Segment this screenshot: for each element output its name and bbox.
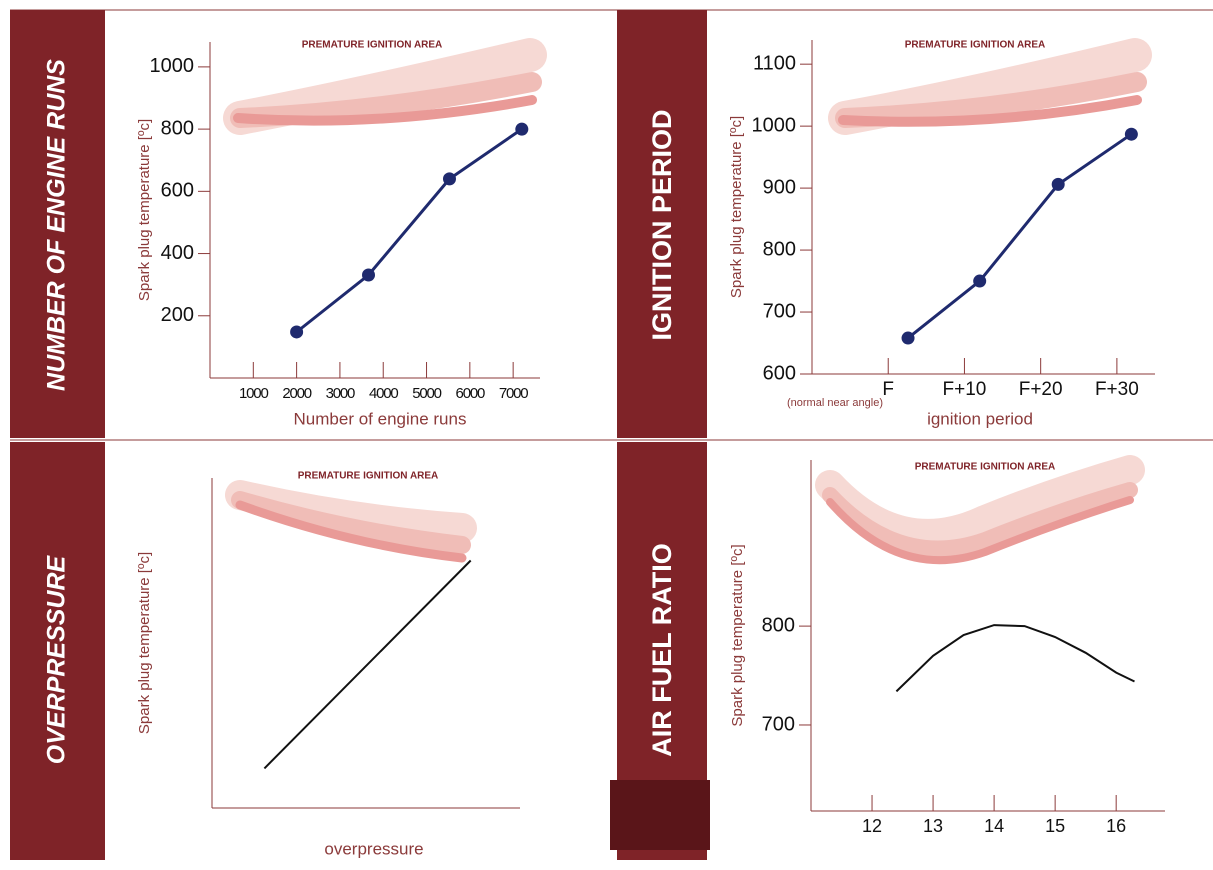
x-axis-label: ignition period	[927, 409, 1033, 428]
data-point	[290, 325, 303, 338]
x-tick-label: 12	[862, 816, 882, 836]
y-tick-label: 1000	[150, 55, 195, 77]
series-line	[908, 134, 1131, 338]
y-axis-label: Spark plug temperature [ºc]	[136, 552, 153, 734]
panel-label: AIR FUEL RATIO	[647, 543, 677, 757]
x-tick-label: 6000	[456, 385, 485, 402]
panel-label: OVERPRESSURE	[43, 554, 71, 764]
data-point	[362, 269, 375, 282]
annotation: PREMATURE IGNITION AREA	[298, 471, 439, 482]
panel-label: NUMBER OF ENGINE RUNS	[43, 59, 71, 391]
y-tick-label: 600	[161, 180, 194, 202]
x-tick-label: 2000	[282, 385, 311, 402]
y-tick-label: 700	[763, 300, 796, 322]
series-line	[896, 625, 1134, 691]
x-tick-label: 1000	[239, 385, 268, 402]
y-tick-label: 200	[161, 304, 194, 326]
data-point	[1125, 128, 1138, 141]
x-tick-label: 4000	[369, 385, 398, 402]
x-tick-label: 5000	[412, 385, 441, 402]
data-point	[443, 172, 456, 185]
y-axis-label: Spark plug temperature [ºc]	[728, 116, 745, 298]
x-tick-label: 14	[984, 816, 1004, 836]
y-axis-label: Spark plug temperature [ºc]	[729, 544, 746, 726]
y-tick-label: 400	[161, 242, 194, 264]
x-note: (normal near angle)	[787, 397, 883, 409]
annotation: PREMATURE IGNITION AREA	[915, 462, 1056, 473]
x-tick-label: F+30	[1095, 379, 1139, 400]
data-point	[1052, 178, 1065, 191]
data-point	[973, 275, 986, 288]
y-tick-label: 1100	[753, 52, 796, 74]
x-tick-label: 16	[1106, 816, 1126, 836]
x-tick-label: 7000	[499, 385, 528, 402]
y-tick-label: 1000	[752, 114, 797, 136]
panel-label: IGNITION PERIOD	[647, 109, 677, 340]
figure: NUMBER OF ENGINE RUNS IGNITION PERIOD OV…	[0, 0, 1213, 870]
data-point	[515, 123, 528, 136]
y-tick-label: 600	[763, 362, 796, 384]
y-tick-label: 900	[763, 176, 796, 198]
x-tick-label: F	[882, 379, 894, 400]
y-tick-label: 700	[762, 713, 795, 735]
decoration	[610, 780, 710, 850]
y-axis-label: Spark plug temperature [ºc]	[136, 119, 153, 301]
annotation: PREMATURE IGNITION AREA	[905, 40, 1046, 51]
x-tick-label: F+20	[1019, 379, 1063, 400]
y-tick-label: 800	[762, 614, 795, 636]
annotation: PREMATURE IGNITION AREA	[302, 40, 443, 51]
x-tick-label: 13	[923, 816, 943, 836]
x-axis-label: Number of engine runs	[294, 409, 467, 428]
series-line	[264, 561, 470, 769]
data-point	[902, 332, 915, 345]
y-tick-label: 800	[161, 117, 194, 139]
x-axis-label: overpressure	[324, 839, 423, 858]
x-tick-label: F+10	[943, 379, 987, 400]
y-tick-label: 800	[763, 238, 796, 260]
x-tick-label: 3000	[326, 385, 355, 402]
x-tick-label: 15	[1045, 816, 1065, 836]
series-line	[297, 129, 522, 332]
